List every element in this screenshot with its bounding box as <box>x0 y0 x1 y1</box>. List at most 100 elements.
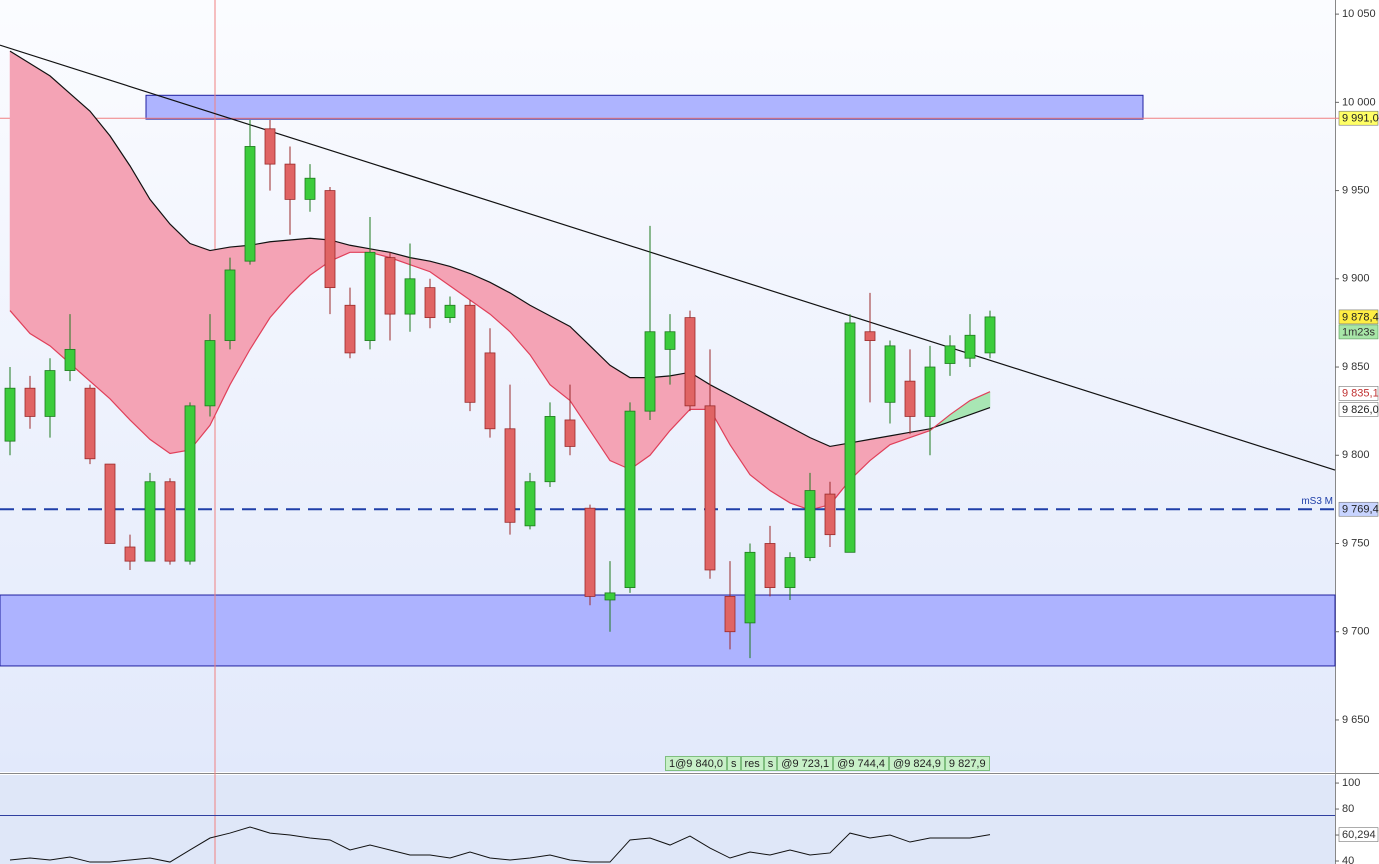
candle-body <box>184 405 196 562</box>
candle-body <box>844 322 856 553</box>
y-tick-label: 9 900 <box>1342 273 1370 285</box>
cloud-fill <box>109 135 131 421</box>
price-tag <box>1338 501 1379 517</box>
candle-body <box>484 352 496 430</box>
candle-body <box>84 387 96 460</box>
candle-body <box>64 348 76 371</box>
y-tick-label: 9 950 <box>1342 184 1370 196</box>
candle-body <box>804 490 816 559</box>
candle-body <box>264 128 276 165</box>
cloud-fill <box>89 110 111 400</box>
candle-body <box>924 366 936 417</box>
candle-body <box>164 481 176 562</box>
order-note: s <box>763 756 778 771</box>
candle-body <box>324 190 336 289</box>
candle-body <box>664 331 676 350</box>
order-note: @9 744,4 <box>833 756 890 771</box>
candle-body <box>464 304 476 403</box>
timer-box <box>1338 324 1379 340</box>
y-tick-label: 10 050 <box>1342 8 1376 20</box>
candle-body <box>124 546 136 562</box>
candle-body <box>884 345 896 403</box>
order-note: @9 723,1 <box>777 756 834 771</box>
candle-body <box>284 163 296 200</box>
y-tick-label: 100 <box>1342 777 1360 789</box>
order-notes: 1@9 840,0 s res s @9 723,1 @9 744,4 @9 824,9 9 … <box>665 756 990 771</box>
candle-body <box>384 257 396 315</box>
price-tag-label: 9 769,4 <box>1342 504 1379 516</box>
candle-body <box>24 387 36 417</box>
candle-body <box>784 557 796 589</box>
price-tag <box>1338 386 1379 401</box>
candle-body <box>424 287 436 319</box>
candle-body <box>404 278 416 315</box>
candle-body <box>224 269 236 341</box>
price-tag <box>1338 309 1379 325</box>
candle-body <box>944 345 956 364</box>
order-note: @9 824,9 <box>889 756 945 771</box>
cloud-fill <box>9 50 31 335</box>
candle-body <box>744 551 756 624</box>
candle-body <box>444 304 456 319</box>
y-tick-label: 9 800 <box>1342 449 1370 461</box>
candle-body <box>824 493 836 536</box>
indicator-line <box>9 826 991 863</box>
candle-body <box>544 416 556 483</box>
moving-average <box>9 50 991 448</box>
candle-body <box>4 387 16 442</box>
candle-body <box>604 592 616 601</box>
axis-background <box>1336 0 1379 864</box>
candle-body <box>304 177 316 200</box>
price-tag-label: 9 835,1 <box>1342 388 1379 400</box>
level-label: mS3 M <box>1301 496 1333 507</box>
y-tick-label: 80 <box>1342 803 1354 815</box>
candle-body <box>904 380 916 417</box>
candle-body <box>524 481 536 527</box>
y-tick-label: 9 750 <box>1342 537 1370 549</box>
price-tag-label: 9 826,0 <box>1342 404 1379 416</box>
candle-body <box>564 419 576 447</box>
candle-body <box>504 428 516 523</box>
candle-body <box>144 481 156 562</box>
candle-body <box>584 507 596 597</box>
candle-body <box>964 334 976 359</box>
trend-line <box>0 44 1336 471</box>
cloud-fill <box>69 92 91 382</box>
order-note: 9 827,9 <box>944 756 990 771</box>
candle-body <box>244 146 256 262</box>
price-tag <box>1338 402 1379 417</box>
candle-body <box>724 596 736 633</box>
y-tick-label: 10 000 <box>1342 96 1376 108</box>
value-tag-label: 60,294 <box>1342 829 1376 841</box>
cloud-fill <box>129 164 151 440</box>
zone <box>0 594 1336 667</box>
candle-body <box>984 316 996 354</box>
cloud-fill <box>29 63 51 347</box>
candle-body <box>644 331 656 412</box>
price-tag-label: 9 991,0 <box>1342 113 1379 125</box>
candle-body <box>704 405 716 571</box>
y-tick-label: 40 <box>1342 855 1354 864</box>
y-tick-label: 9 700 <box>1342 626 1370 638</box>
value-tag <box>1338 827 1379 842</box>
candle-body <box>364 251 376 341</box>
cloud-fill <box>49 75 71 365</box>
price-tag-label: 9 878,4 <box>1342 311 1379 323</box>
price-tag <box>1338 110 1379 126</box>
cloud-fill <box>769 416 791 504</box>
timer: 1m23s <box>1342 326 1376 338</box>
candle-body <box>764 543 776 589</box>
order-note: s <box>727 756 741 771</box>
candle-body <box>344 304 356 354</box>
y-tick-label: 9 850 <box>1342 361 1370 373</box>
indicator-background <box>0 775 1335 864</box>
candle-body <box>44 370 56 417</box>
order-note: 1@9 840,0 <box>665 756 727 771</box>
y-tick-label: 9 650 <box>1342 714 1370 726</box>
zone <box>145 94 1144 120</box>
candle-body <box>624 410 636 589</box>
candle-body <box>204 340 216 407</box>
order-note: res <box>740 756 764 771</box>
